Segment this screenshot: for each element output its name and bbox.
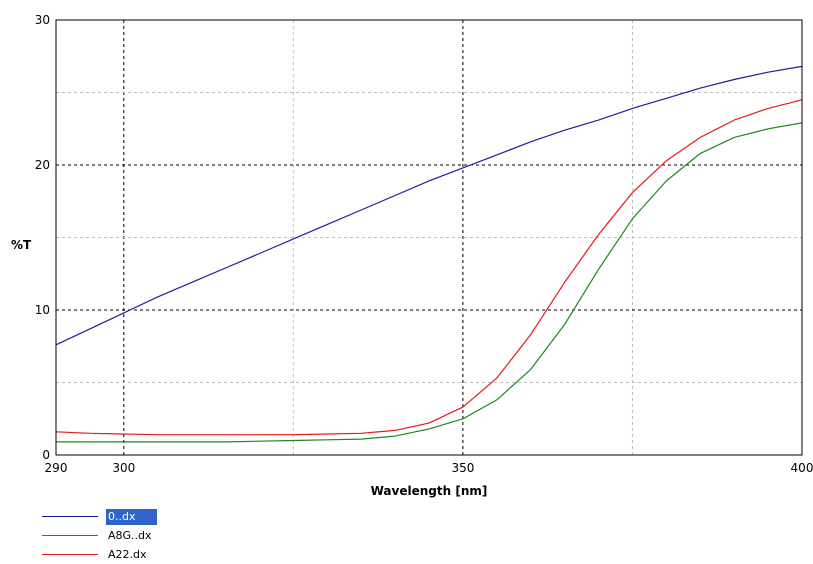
x-tick-label-1: 300 [112, 461, 135, 475]
y-tick-label-3: 30 [35, 13, 50, 27]
grid-lines [56, 20, 802, 455]
y-tick-label-1: 10 [35, 303, 50, 317]
x-tick-labels: 290 300 350 400 [45, 461, 813, 475]
legend-swatch-2 [42, 535, 98, 536]
x-tick-label-3: 400 [791, 461, 813, 475]
plot-frame [55, 19, 803, 456]
legend-swatch-3 [42, 554, 98, 555]
series-line-1 [55, 65, 803, 346]
y-axis-title: %T [11, 238, 32, 252]
legend-item-2[interactable]: A8G..dx [42, 526, 157, 545]
legend-label-2: A8G..dx [108, 528, 152, 542]
legend-label-3: A22.dx [108, 547, 147, 561]
x-tick-label-2: 350 [451, 461, 474, 475]
y-tick-label-2: 20 [35, 158, 50, 172]
legend: 0..dx A8G..dx A22.dx [42, 507, 158, 564]
x-axis-title: Wavelength [nm] [371, 484, 488, 498]
x-tick-label-0: 290 [45, 461, 68, 475]
legend-label-1: 0..dx [106, 508, 158, 525]
series-lines [55, 65, 803, 443]
legend-item-1[interactable]: 0..dx [42, 507, 158, 526]
series-line-3 [55, 99, 803, 436]
legend-swatch-1 [42, 516, 98, 517]
legend-item-3[interactable]: A22.dx [42, 545, 157, 564]
y-tick-label-0: 0 [42, 448, 50, 462]
y-tick-labels: 0 10 20 30 [35, 13, 50, 462]
series-line-2 [56, 122, 803, 443]
